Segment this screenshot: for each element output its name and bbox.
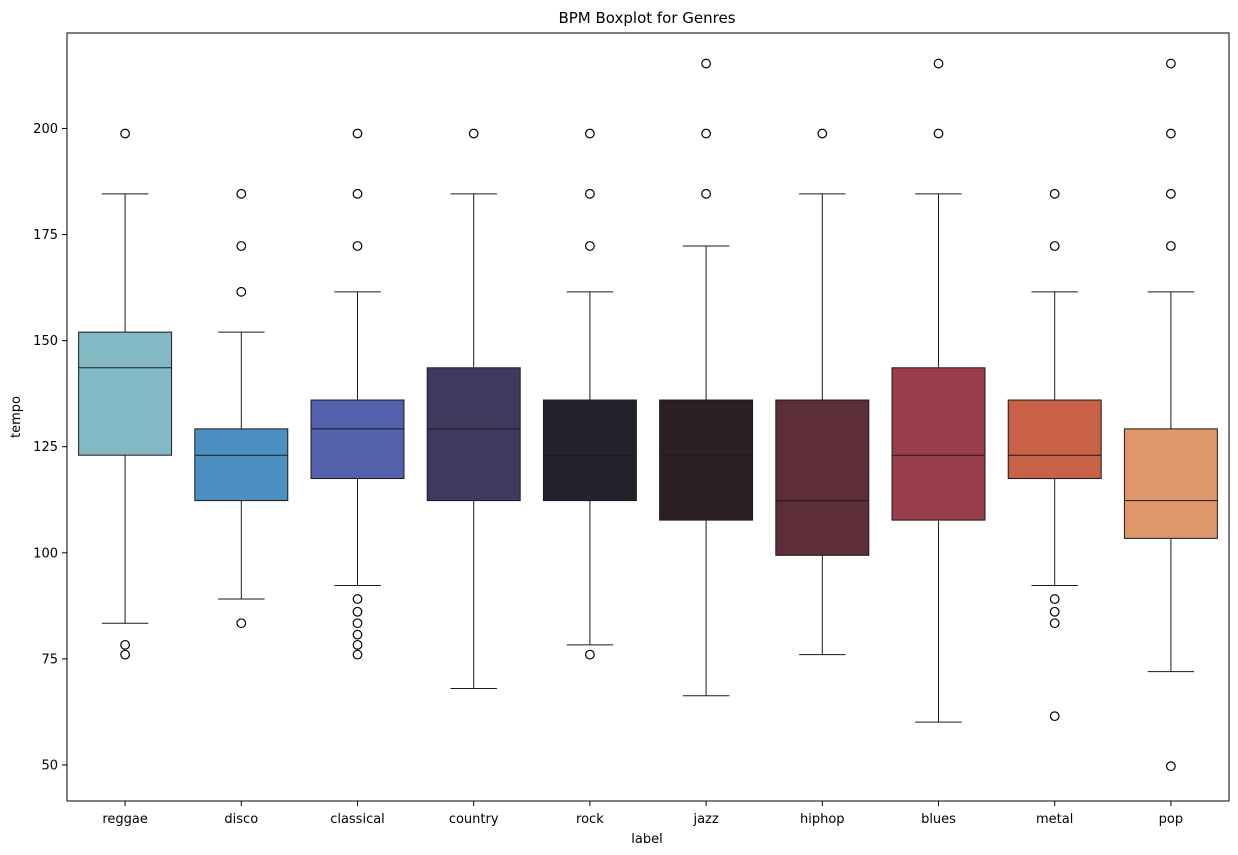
outlier-point: [352, 606, 363, 617]
x-tick-label: rock: [576, 812, 604, 827]
outlier-point: [352, 188, 363, 199]
iqr-box: [310, 399, 405, 480]
outlier-point: [120, 639, 130, 650]
box-group-metal: [1007, 188, 1102, 722]
outlier-point: [236, 188, 247, 199]
outlier-point: [701, 58, 711, 69]
plot-area: [78, 58, 1218, 772]
iqr-box: [1007, 399, 1102, 480]
outlier-point: [352, 594, 363, 604]
box-group-blues: [891, 58, 986, 723]
x-tick-label: pop: [1159, 812, 1183, 827]
x-tick-label: classical: [330, 812, 385, 827]
outlier-point: [817, 128, 828, 139]
x-tick-label: metal: [1036, 812, 1073, 827]
outlier-point: [701, 188, 711, 199]
box-group-country: [426, 128, 521, 690]
box-group-rock: [542, 128, 637, 660]
outlier-point: [1165, 761, 1176, 772]
outlier-point: [1165, 241, 1176, 251]
y-tick-label: 150: [33, 334, 58, 349]
outlier-point: [352, 241, 363, 251]
outlier-point: [236, 286, 247, 297]
outlier-point: [585, 128, 595, 139]
y-tick-label: 100: [33, 546, 58, 561]
outlier-point: [120, 649, 130, 660]
y-axis-label: tempo: [9, 396, 24, 438]
outlier-point: [1049, 711, 1060, 722]
box-group-hiphop: [775, 128, 870, 656]
x-tick-label: disco: [224, 812, 258, 827]
iqr-box: [891, 367, 986, 521]
box-group-classical: [310, 128, 405, 660]
x-tick-label: reggae: [102, 812, 148, 827]
y-tick-label: 200: [33, 122, 58, 137]
outlier-point: [933, 128, 944, 139]
outlier-point: [1049, 606, 1060, 617]
outlier-point: [585, 241, 595, 251]
x-tick-label: jazz: [692, 812, 718, 827]
outlier-point: [1165, 58, 1176, 69]
outlier-point: [236, 241, 247, 251]
outlier-point: [352, 618, 363, 629]
outlier-point: [585, 649, 595, 660]
box-group-reggae: [78, 128, 173, 660]
iqr-box: [775, 399, 870, 556]
chart-title: BPM Boxplot for Genres: [558, 9, 735, 27]
iqr-box: [194, 428, 289, 502]
outlier-point: [1165, 128, 1176, 139]
x-tick-label: hiphop: [800, 812, 845, 827]
iqr-box: [426, 367, 521, 502]
outlier-point: [236, 618, 247, 629]
outlier-point: [120, 128, 130, 139]
outlier-point: [1049, 188, 1060, 199]
plot-frame: [66, 32, 1230, 802]
y-axis: 50 75 100 125 150 175 200: [33, 122, 67, 773]
x-axis: reggae disco classical country rock jazz hipho…: [102, 801, 1183, 827]
outlier-point: [468, 128, 479, 139]
outlier-point: [701, 128, 711, 139]
outlier-point: [933, 58, 944, 69]
outlier-point: [1049, 594, 1060, 604]
iqr-box: [659, 399, 754, 521]
iqr-box: [1123, 428, 1218, 539]
y-tick-label: 175: [33, 228, 58, 243]
iqr-box: [78, 331, 173, 456]
outlier-point: [352, 649, 363, 660]
y-tick-label: 50: [41, 758, 58, 773]
y-tick-label: 75: [41, 652, 58, 667]
outlier-point: [585, 188, 595, 199]
outlier-point: [352, 629, 363, 640]
x-axis-label: label: [631, 832, 662, 847]
x-tick-label: blues: [921, 812, 956, 827]
outlier-point: [352, 128, 363, 139]
outlier-point: [1165, 188, 1176, 199]
y-tick-label: 125: [33, 440, 58, 455]
outlier-point: [1049, 618, 1060, 629]
x-tick-label: country: [449, 812, 499, 827]
box-group-disco: [194, 188, 289, 629]
outlier-point: [1049, 241, 1060, 251]
box-group-pop: [1123, 58, 1218, 772]
box-group-jazz: [659, 58, 754, 697]
outlier-point: [352, 639, 363, 650]
iqr-box: [542, 399, 637, 502]
